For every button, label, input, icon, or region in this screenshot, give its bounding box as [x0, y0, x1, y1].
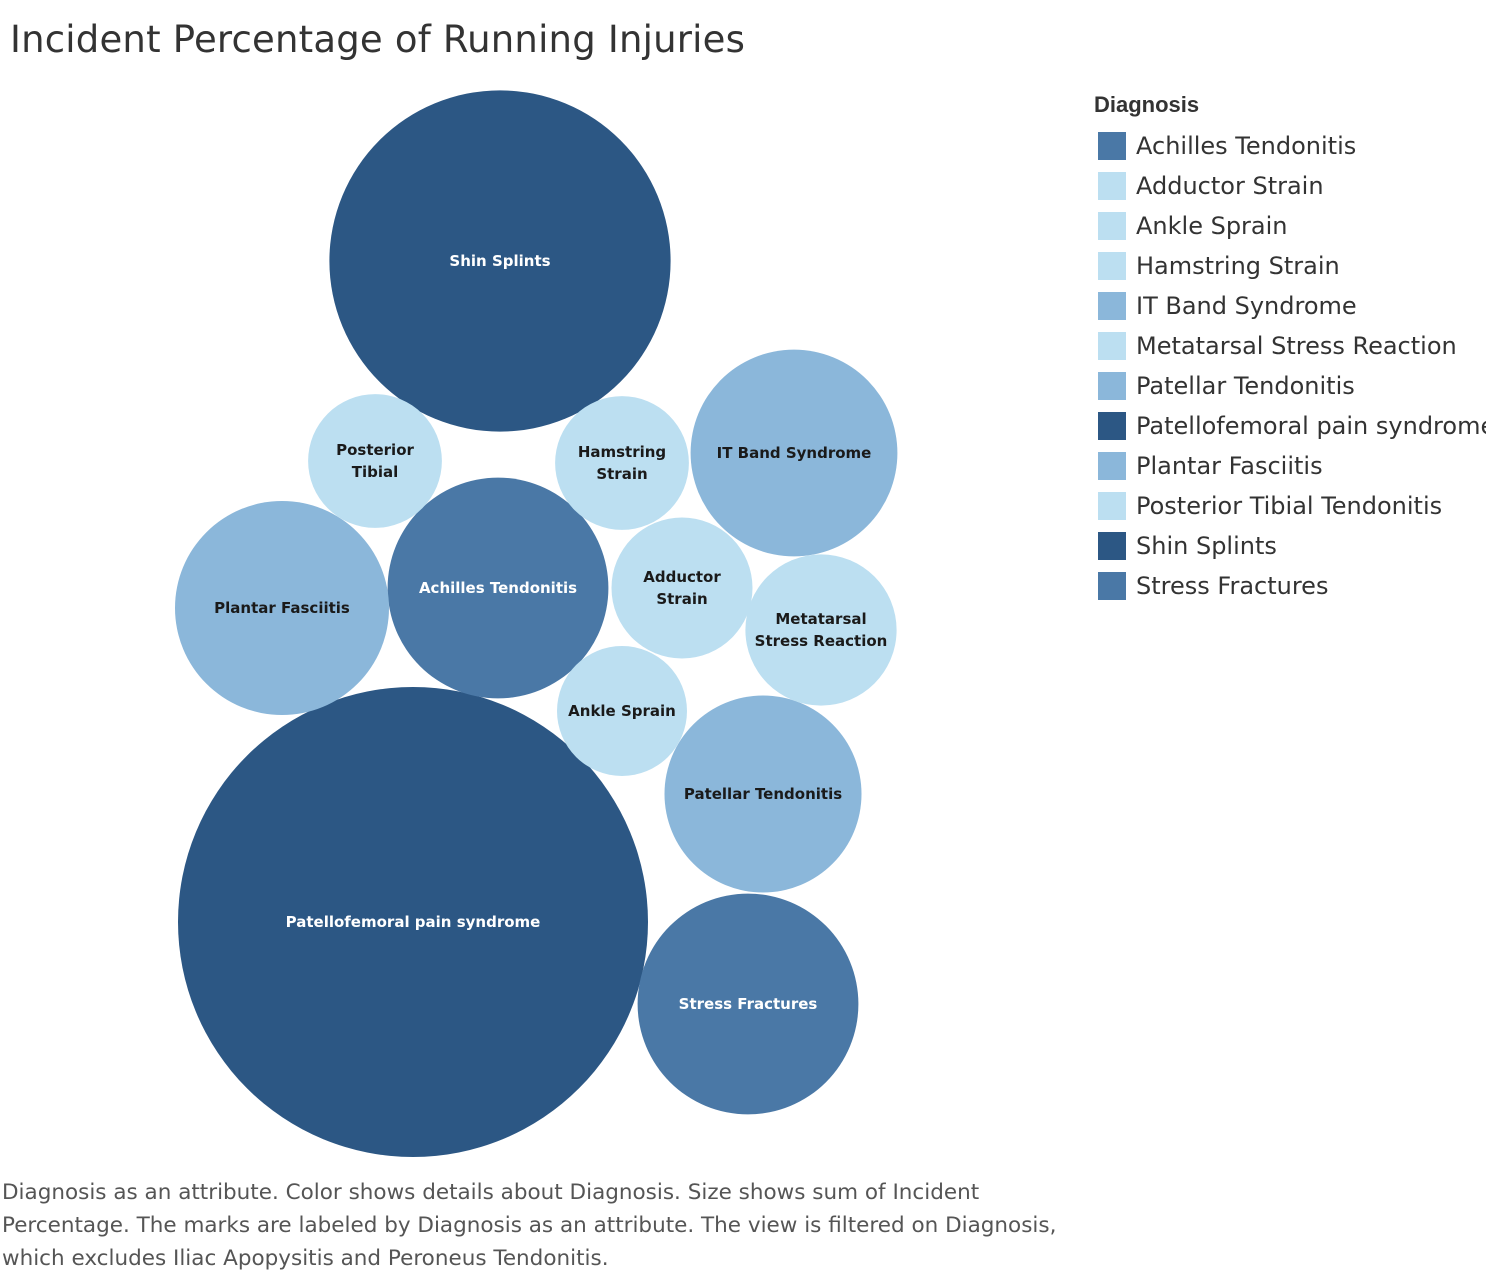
bubble-circle[interactable] [664, 695, 862, 893]
bubble-circle[interactable] [178, 687, 648, 1157]
bubble[interactable]: Ankle Sprain [557, 646, 687, 776]
legend-item[interactable]: Posterior Tibial Tendonitis [1094, 486, 1486, 526]
bubble-circle[interactable] [557, 646, 687, 776]
bubble-circle[interactable] [690, 349, 898, 557]
legend-label: Adductor Strain [1136, 172, 1324, 200]
bubble-circle[interactable] [329, 90, 671, 432]
bubble-label: Plantar Fasciitis [214, 599, 350, 617]
bubble-circle[interactable] [745, 554, 897, 706]
legend-item[interactable]: IT Band Syndrome [1094, 286, 1486, 326]
chart-title: Incident Percentage of Running Injuries [10, 18, 746, 61]
legend-swatch [1098, 292, 1126, 320]
legend-item[interactable]: Patellar Tendonitis [1094, 366, 1486, 406]
bubble[interactable]: Hamstring Strain [555, 396, 689, 530]
bubble-label: Metatarsal [775, 610, 866, 628]
legend-item[interactable]: Stress Fractures [1094, 566, 1486, 606]
legend-swatch [1098, 492, 1126, 520]
legend-title: Diagnosis [1094, 92, 1200, 117]
legend-swatch [1098, 332, 1126, 360]
chart-caption: Diagnosis as an attribute. Color shows d… [2, 1180, 1057, 1271]
bubble-label: Shin Splints [449, 252, 550, 270]
bubble-label: Patellar Tendonitis [684, 785, 842, 803]
legend-swatch [1098, 132, 1126, 160]
bubble-circle[interactable] [611, 517, 753, 659]
bubble[interactable]: IT Band Syndrome [690, 349, 898, 557]
legend-swatch [1098, 532, 1126, 560]
legend-swatch [1098, 452, 1126, 480]
legend-label: Plantar Fasciitis [1136, 452, 1323, 480]
bubble-chart: Patellofemoral pain syndrome Shin Splints… [175, 90, 898, 1157]
legend-label: Patellofemoral pain syndrome [1136, 412, 1486, 440]
bubble-label: Adductor [643, 568, 721, 586]
bubble-label: IT Band Syndrome [717, 444, 872, 462]
legend-swatch [1098, 172, 1126, 200]
bubble[interactable]: Patellofemoral pain syndrome [178, 687, 648, 1157]
bubble-label: Patellofemoral pain syndrome [286, 913, 541, 931]
legend-item[interactable]: Ankle Sprain [1094, 206, 1486, 246]
bubble[interactable]: Achilles Tendonitis [387, 477, 609, 699]
bubble-label: Achilles Tendonitis [419, 579, 577, 597]
bubble-label: Stress Reaction [755, 632, 888, 650]
bubble[interactable]: Metatarsal Stress Reaction [745, 554, 897, 706]
legend-label: Achilles Tendonitis [1136, 132, 1357, 160]
bubble-label: Ankle Sprain [568, 702, 676, 720]
bubble-label: Strain [596, 465, 647, 483]
legend-swatch [1098, 572, 1126, 600]
legend-label: IT Band Syndrome [1136, 292, 1357, 320]
legend: Diagnosis Achilles Tendonitis Adductor St… [1094, 92, 1486, 606]
legend-item[interactable]: Metatarsal Stress Reaction [1094, 326, 1486, 366]
legend-item[interactable]: Hamstring Strain [1094, 246, 1486, 286]
bubble-circle[interactable] [555, 396, 689, 530]
bubble-label: Posterior [336, 441, 414, 459]
bubble[interactable]: Shin Splints [329, 90, 671, 432]
bubble[interactable]: Posterior Tibial [308, 394, 442, 528]
legend-label: Ankle Sprain [1136, 212, 1288, 240]
legend-label: Stress Fractures [1136, 572, 1329, 600]
legend-item[interactable]: Patellofemoral pain syndrome [1094, 406, 1486, 446]
legend-item[interactable]: Plantar Fasciitis [1094, 446, 1486, 486]
legend-item[interactable]: Adductor Strain [1094, 166, 1486, 206]
legend-swatch [1098, 372, 1126, 400]
bubble[interactable]: Stress Fractures [637, 893, 859, 1115]
legend-label: Patellar Tendonitis [1136, 372, 1355, 400]
bubble[interactable]: Plantar Fasciitis [175, 501, 389, 715]
bubble[interactable]: Patellar Tendonitis [664, 695, 862, 893]
bubble-label: Strain [656, 590, 707, 608]
bubble[interactable]: Adductor Strain [611, 517, 753, 659]
bubble-label: Stress Fractures [679, 995, 818, 1013]
bubble-label: Tibial [352, 463, 399, 481]
legend-label: Metatarsal Stress Reaction [1136, 332, 1457, 360]
legend-item[interactable]: Achilles Tendonitis [1094, 126, 1486, 166]
bubble-circle[interactable] [175, 501, 389, 715]
bubble-circle[interactable] [308, 394, 442, 528]
legend-label: Hamstring Strain [1136, 252, 1340, 280]
legend-label: Posterior Tibial Tendonitis [1136, 492, 1443, 520]
bubble-circle[interactable] [637, 893, 859, 1115]
legend-label: Shin Splints [1136, 532, 1277, 560]
legend-swatch [1098, 212, 1126, 240]
legend-items: Achilles Tendonitis Adductor Strain Ankle … [1094, 126, 1486, 606]
bubble-circle[interactable] [387, 477, 609, 699]
legend-swatch [1098, 412, 1126, 440]
legend-item[interactable]: Shin Splints [1094, 526, 1486, 566]
bubble-label: Hamstring [578, 443, 666, 461]
legend-swatch [1098, 252, 1126, 280]
